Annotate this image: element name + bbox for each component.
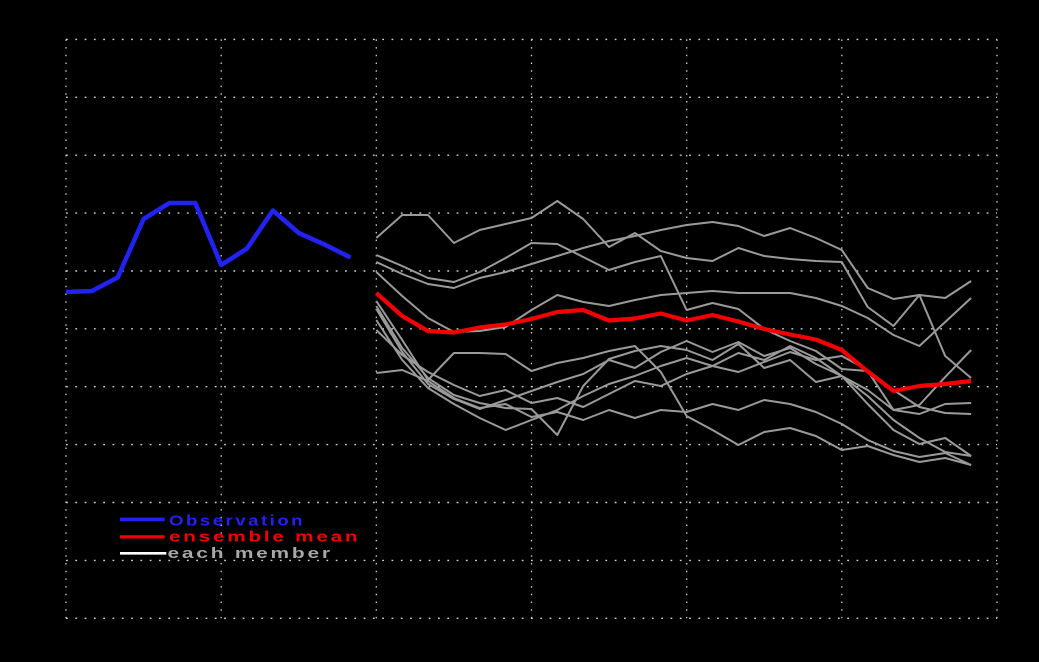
svg-text:each member: each member bbox=[168, 545, 333, 561]
svg-text:ensemble mean: ensemble mean bbox=[169, 528, 360, 545]
svg-text:Observation: Observation bbox=[169, 512, 305, 529]
